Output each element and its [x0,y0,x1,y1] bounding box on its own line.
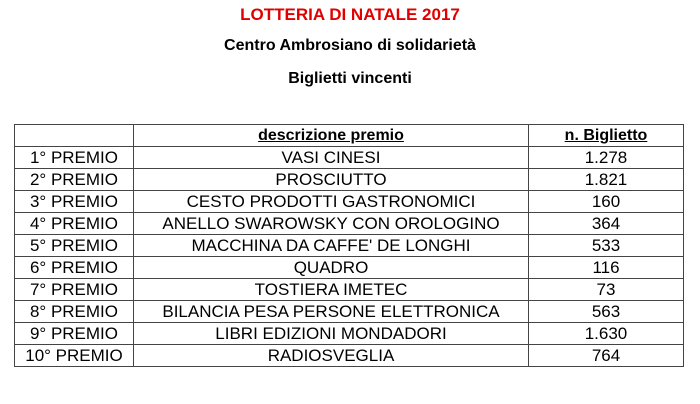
header-prize-rank [14,124,134,147]
prize-rank: 3° PREMIO [14,190,134,213]
table-row: 4° PREMIO ANELLO SWAROWSKY CON OROLOGINO 3… [14,212,684,235]
ticket-number: 563 [528,300,684,323]
ticket-number: 116 [528,256,684,279]
prize-rank: 5° PREMIO [14,234,134,257]
table-row: 10° PREMIO RADIOSVEGLIA 764 [14,344,684,367]
prize-rank: 10° PREMIO [14,344,134,367]
prize-description: RADIOSVEGLIA [133,344,529,367]
table-row: 7° PREMIO TOSTIERA IMETEC 73 [14,278,684,301]
header-description: descrizione premio [133,124,529,147]
ticket-number: 533 [528,234,684,257]
ticket-number: 1.821 [528,168,684,191]
prize-description: ANELLO SWAROWSKY CON OROLOGINO [133,212,529,235]
organization-name: Centro Ambrosiano di solidarietà [224,37,476,54]
prize-description: TOSTIERA IMETEC [133,278,529,301]
table-row: 9° PREMIO LIBRI EDIZIONI MONDADORI 1.630 [14,322,684,345]
page-title: LOTTERIA DI NATALE 2017 [240,5,460,24]
table-row: 6° PREMIO QUADRO 116 [14,256,684,279]
prize-rank: 1° PREMIO [14,146,134,169]
prize-description: CESTO PRODOTTI GASTRONOMICI [133,190,529,213]
prize-rank: 6° PREMIO [14,256,134,279]
ticket-number: 1.278 [528,146,684,169]
table-row: 5° PREMIO MACCHINA DA CAFFE' DE LONGHI 533 [14,234,684,257]
prize-rank: 7° PREMIO [14,278,134,301]
prize-description: PROSCIUTTO [133,168,529,191]
table-row: 2° PREMIO PROSCIUTTO 1.821 [14,168,684,191]
prize-rank: 9° PREMIO [14,322,134,345]
prize-rank: 8° PREMIO [14,300,134,323]
prize-description: BILANCIA PESA PERSONE ELETTRONICA [133,300,529,323]
page-subtitle: Biglietti vincenti [288,70,412,87]
prize-description: MACCHINA DA CAFFE' DE LONGHI [133,234,529,257]
prize-rank: 4° PREMIO [14,212,134,235]
ticket-number: 160 [528,190,684,213]
ticket-number: 1.630 [528,322,684,345]
prize-description: LIBRI EDIZIONI MONDADORI [133,322,529,345]
prize-description: VASI CINESI [133,146,529,169]
table-row: 1° PREMIO VASI CINESI 1.278 [14,146,684,169]
ticket-number: 764 [528,344,684,367]
ticket-number: 364 [528,212,684,235]
winning-tickets-table: descrizione premio n. Biglietto 1° PREMI… [14,124,684,367]
table-header-row: descrizione premio n. Biglietto [14,124,684,147]
prize-description: QUADRO [133,256,529,279]
table-row: 8° PREMIO BILANCIA PESA PERSONE ELETTRONI… [14,300,684,323]
ticket-number: 73 [528,278,684,301]
table-row: 3° PREMIO CESTO PRODOTTI GASTRONOMICI 160 [14,190,684,213]
header-ticket-number: n. Biglietto [528,124,684,147]
prize-rank: 2° PREMIO [14,168,134,191]
